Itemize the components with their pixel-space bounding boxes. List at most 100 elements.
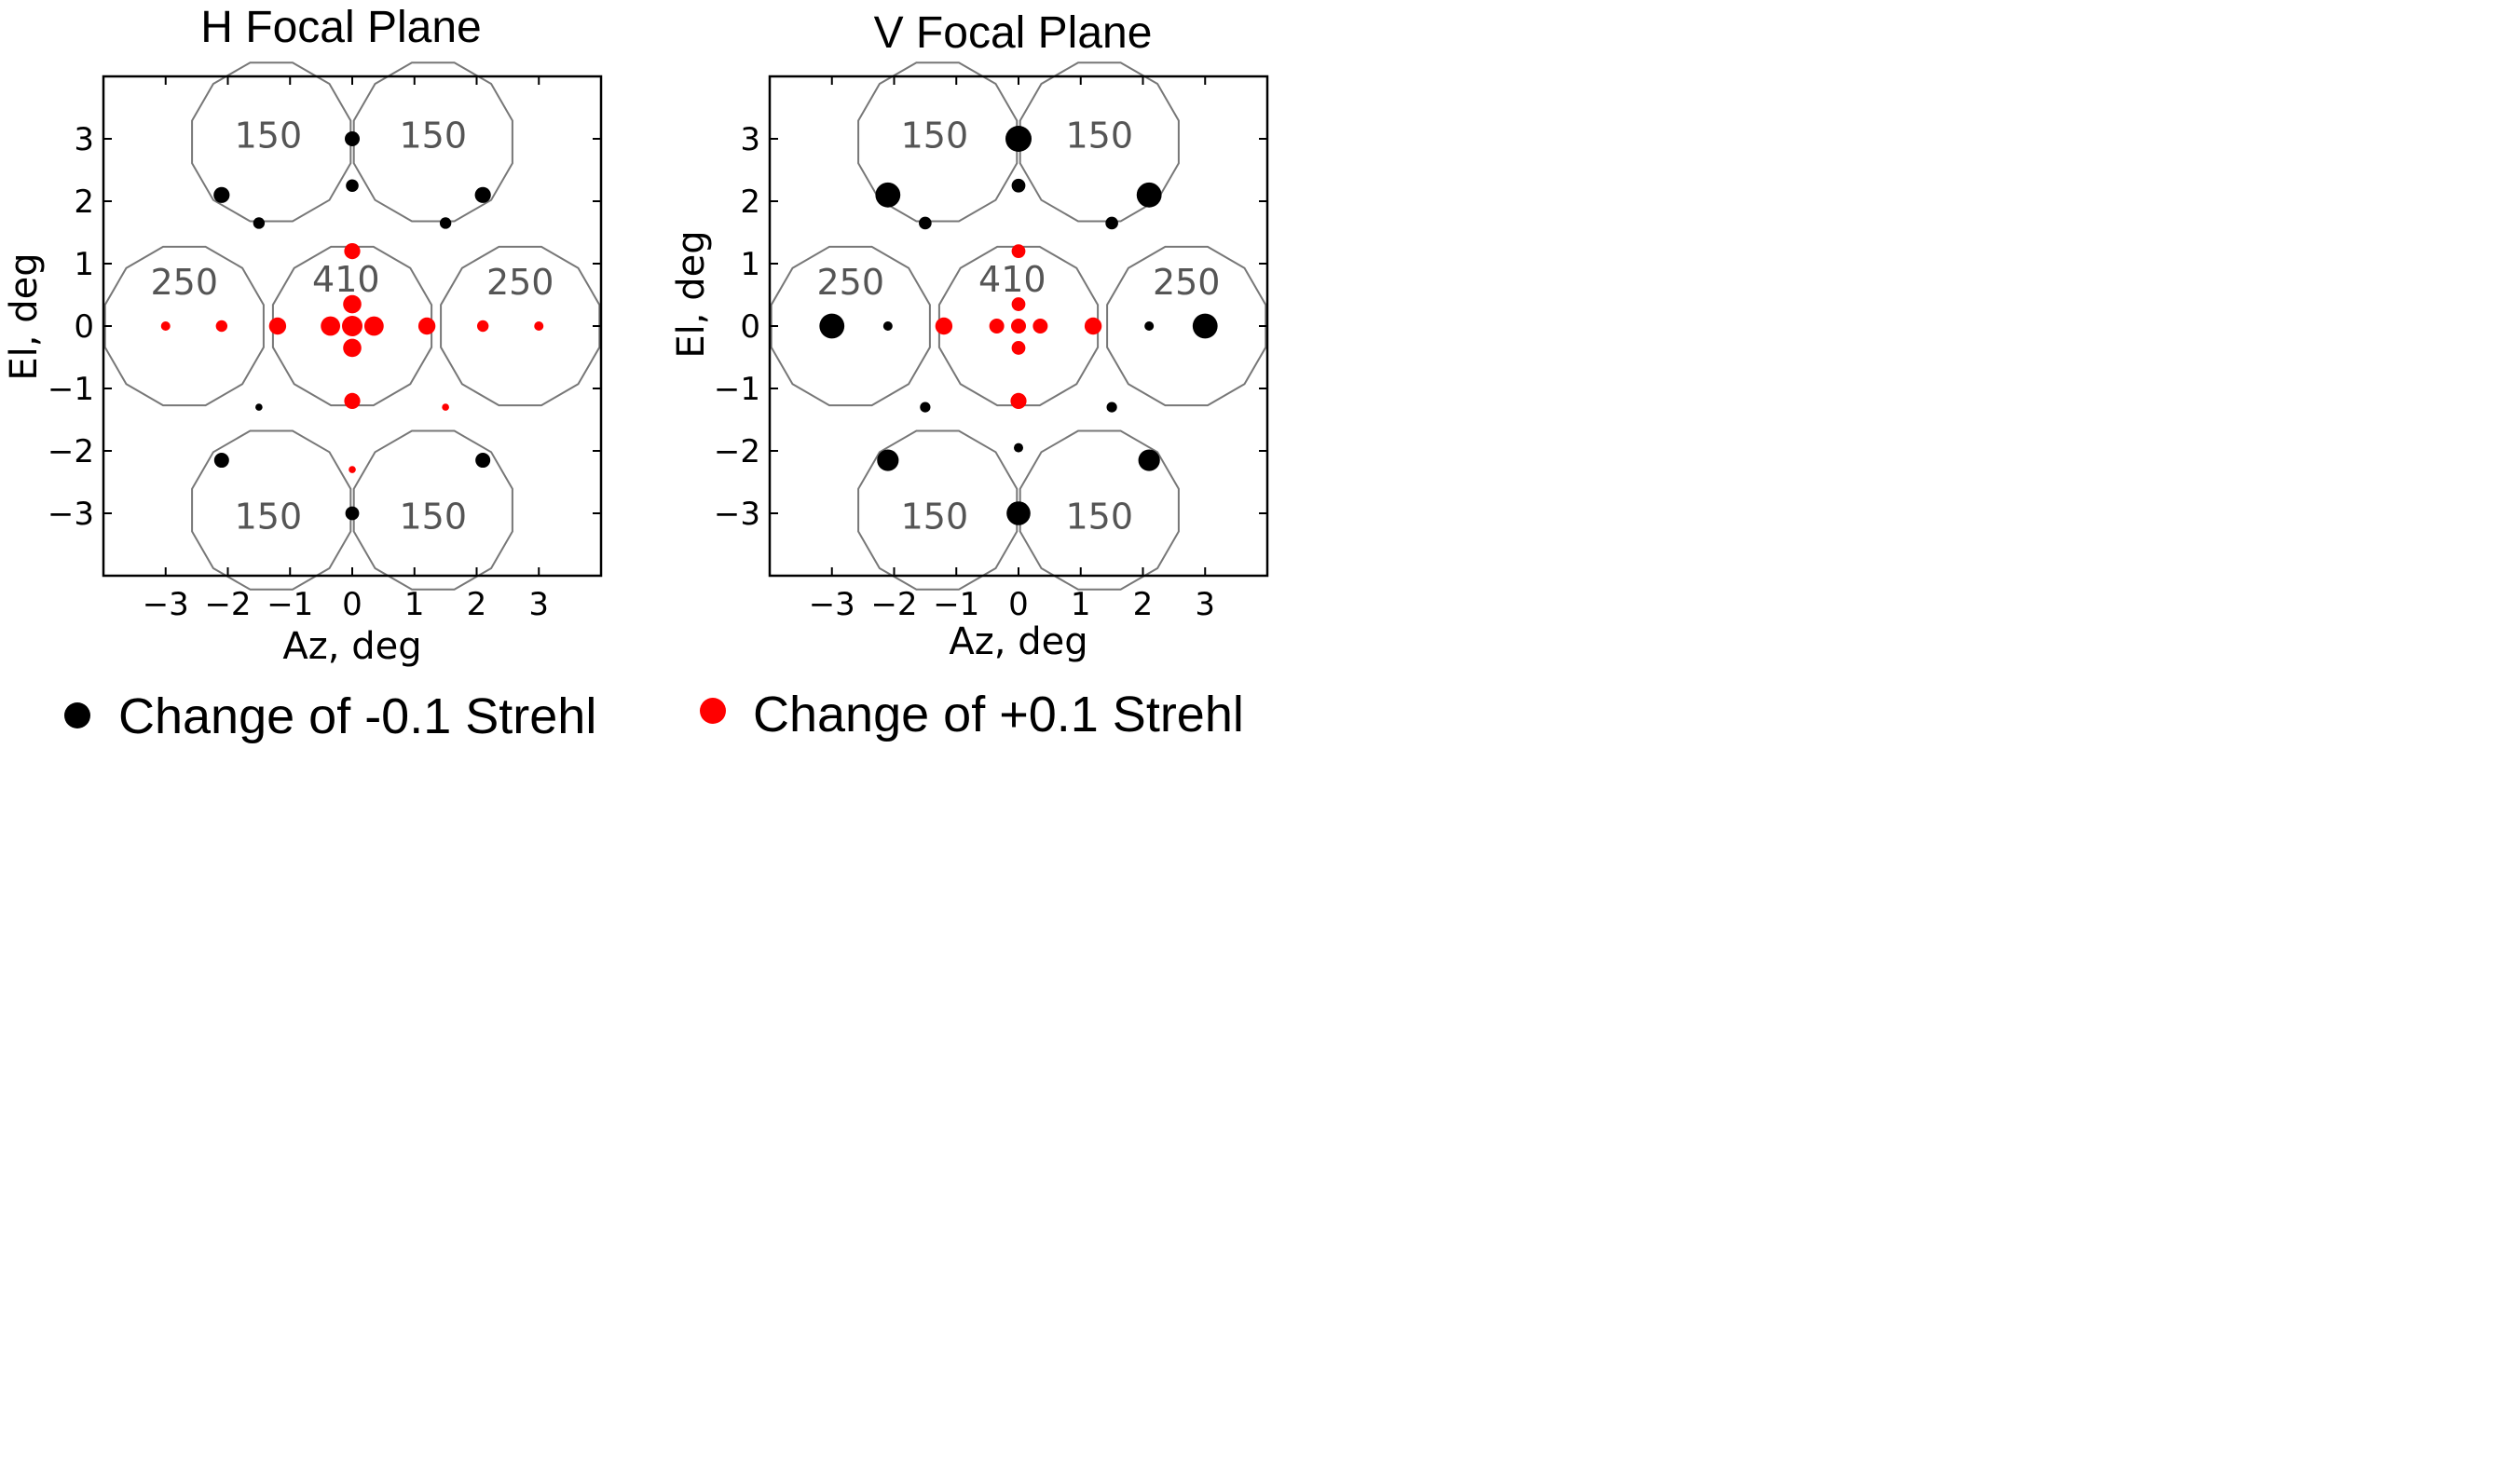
negative-strehl-point bbox=[474, 186, 491, 203]
x-tick-label: 3 bbox=[1195, 586, 1215, 623]
negative-strehl-point bbox=[1144, 321, 1155, 331]
legend-negative-marker bbox=[64, 702, 90, 728]
horn-label-group: 150 150 250 410 250 150 150 bbox=[817, 116, 1221, 538]
data-points bbox=[819, 126, 1218, 525]
positive-strehl-point bbox=[989, 319, 1005, 334]
horn-label: 150 bbox=[901, 116, 969, 157]
horn-label: 150 bbox=[901, 496, 969, 537]
horn-label: 250 bbox=[817, 262, 885, 303]
positive-strehl-point bbox=[442, 403, 449, 411]
x-tick-label: 1 bbox=[404, 586, 425, 623]
horn-outline bbox=[191, 429, 352, 591]
x-axis-label: Az, deg bbox=[949, 620, 1087, 663]
positive-strehl-point bbox=[215, 320, 228, 333]
x-tick-label: −3 bbox=[143, 586, 189, 623]
panel-title: H Focal Plane bbox=[200, 3, 481, 52]
positive-strehl-point bbox=[1011, 297, 1026, 311]
horn-label: 150 bbox=[235, 116, 303, 157]
negative-strehl-point bbox=[346, 179, 359, 193]
negative-strehl-point bbox=[475, 453, 491, 469]
positive-strehl-point bbox=[343, 294, 362, 314]
negative-strehl-point bbox=[920, 402, 931, 413]
horn-outline bbox=[1019, 429, 1180, 591]
horn-label: 250 bbox=[486, 262, 554, 303]
positive-strehl-point bbox=[160, 321, 171, 331]
horn-outline bbox=[857, 429, 1019, 591]
negative-strehl-point bbox=[1006, 501, 1031, 525]
horn-outline bbox=[937, 245, 1100, 407]
horn-outline bbox=[440, 245, 601, 407]
horn-outlines bbox=[770, 61, 1267, 591]
legend-negative-label: Change of -0.1 Strehl bbox=[118, 688, 596, 744]
negative-strehl-point bbox=[213, 453, 229, 469]
tick-group: −3 −2 −1 0 1 2 3 3 2 1 0 −1 −2 −3 bbox=[714, 76, 1267, 623]
positive-strehl-point bbox=[268, 317, 287, 335]
y-tick-label: −2 bbox=[48, 433, 94, 470]
y-tick-label: −3 bbox=[714, 496, 760, 533]
positive-strehl-point bbox=[1032, 319, 1048, 334]
positive-strehl-point bbox=[342, 316, 362, 336]
horn-label: 410 bbox=[978, 259, 1046, 300]
horn-label: 410 bbox=[312, 259, 380, 300]
horn-label: 150 bbox=[400, 496, 468, 537]
positive-strehl-point bbox=[344, 243, 361, 260]
y-tick-label: 2 bbox=[740, 184, 760, 221]
negative-strehl-point bbox=[213, 186, 230, 203]
legend-positive-marker bbox=[700, 698, 726, 724]
horn-outline bbox=[770, 245, 931, 407]
positive-strehl-point bbox=[476, 320, 489, 333]
positive-strehl-point bbox=[349, 466, 356, 473]
y-tick-label: −3 bbox=[48, 496, 94, 533]
negative-strehl-point bbox=[1136, 182, 1162, 208]
x-tick-label: 3 bbox=[528, 586, 549, 623]
positive-strehl-point bbox=[343, 338, 362, 358]
y-tick-label: −1 bbox=[48, 371, 94, 408]
positive-strehl-point bbox=[1011, 319, 1026, 334]
negative-strehl-point bbox=[1105, 216, 1118, 230]
horn-label: 250 bbox=[151, 262, 219, 303]
horn-outline bbox=[857, 61, 1019, 223]
positive-strehl-point bbox=[1011, 341, 1026, 355]
panel-title: V Focal Plane bbox=[874, 8, 1153, 58]
positive-strehl-point bbox=[344, 392, 361, 409]
x-tick-label: −3 bbox=[809, 586, 855, 623]
x-tick-label: 0 bbox=[1008, 586, 1029, 623]
horn-outline bbox=[352, 429, 513, 591]
negative-strehl-point bbox=[345, 506, 360, 521]
horn-label: 150 bbox=[1066, 496, 1134, 537]
x-tick-label: 0 bbox=[342, 586, 362, 623]
horn-outline bbox=[352, 61, 513, 223]
x-tick-label: 1 bbox=[1071, 586, 1091, 623]
positive-strehl-point bbox=[417, 317, 436, 335]
x-tick-label: −1 bbox=[933, 586, 979, 623]
horn-outline bbox=[191, 61, 352, 223]
y-tick-label: 3 bbox=[740, 121, 760, 158]
positive-strehl-point bbox=[935, 317, 953, 335]
negative-strehl-point bbox=[819, 313, 845, 339]
v-focal-plane-panel: V Focal Plane 150 150 250 410 250 150 150 −3 −2… bbox=[670, 8, 1269, 663]
horn-outline bbox=[1106, 245, 1267, 407]
horn-label-group: 150 150 250 410 250 150 150 bbox=[151, 116, 554, 538]
negative-strehl-point bbox=[253, 217, 266, 229]
y-tick-label: 1 bbox=[74, 246, 94, 283]
horn-label: 150 bbox=[235, 496, 303, 537]
positive-strehl-point bbox=[363, 316, 384, 336]
negative-strehl-point bbox=[255, 403, 263, 411]
x-tick-label: 2 bbox=[467, 586, 487, 623]
y-tick-label: −2 bbox=[714, 433, 760, 470]
negative-strehl-point bbox=[882, 321, 893, 331]
x-tick-label: −2 bbox=[870, 586, 917, 623]
y-tick-label: 1 bbox=[740, 246, 760, 283]
horn-outline bbox=[103, 245, 265, 407]
horn-outlines bbox=[103, 61, 601, 591]
negative-strehl-point bbox=[1011, 178, 1026, 193]
y-axis-label: El, deg bbox=[670, 230, 713, 358]
x-axis-label: Az, deg bbox=[282, 625, 421, 668]
y-axis-label: El, deg bbox=[3, 252, 46, 380]
x-tick-label: −2 bbox=[204, 586, 251, 623]
negative-strehl-point bbox=[1005, 126, 1032, 152]
legend-positive-label: Change of +0.1 Strehl bbox=[753, 687, 1244, 742]
y-tick-label: 0 bbox=[740, 308, 760, 346]
horn-label: 250 bbox=[1153, 262, 1221, 303]
